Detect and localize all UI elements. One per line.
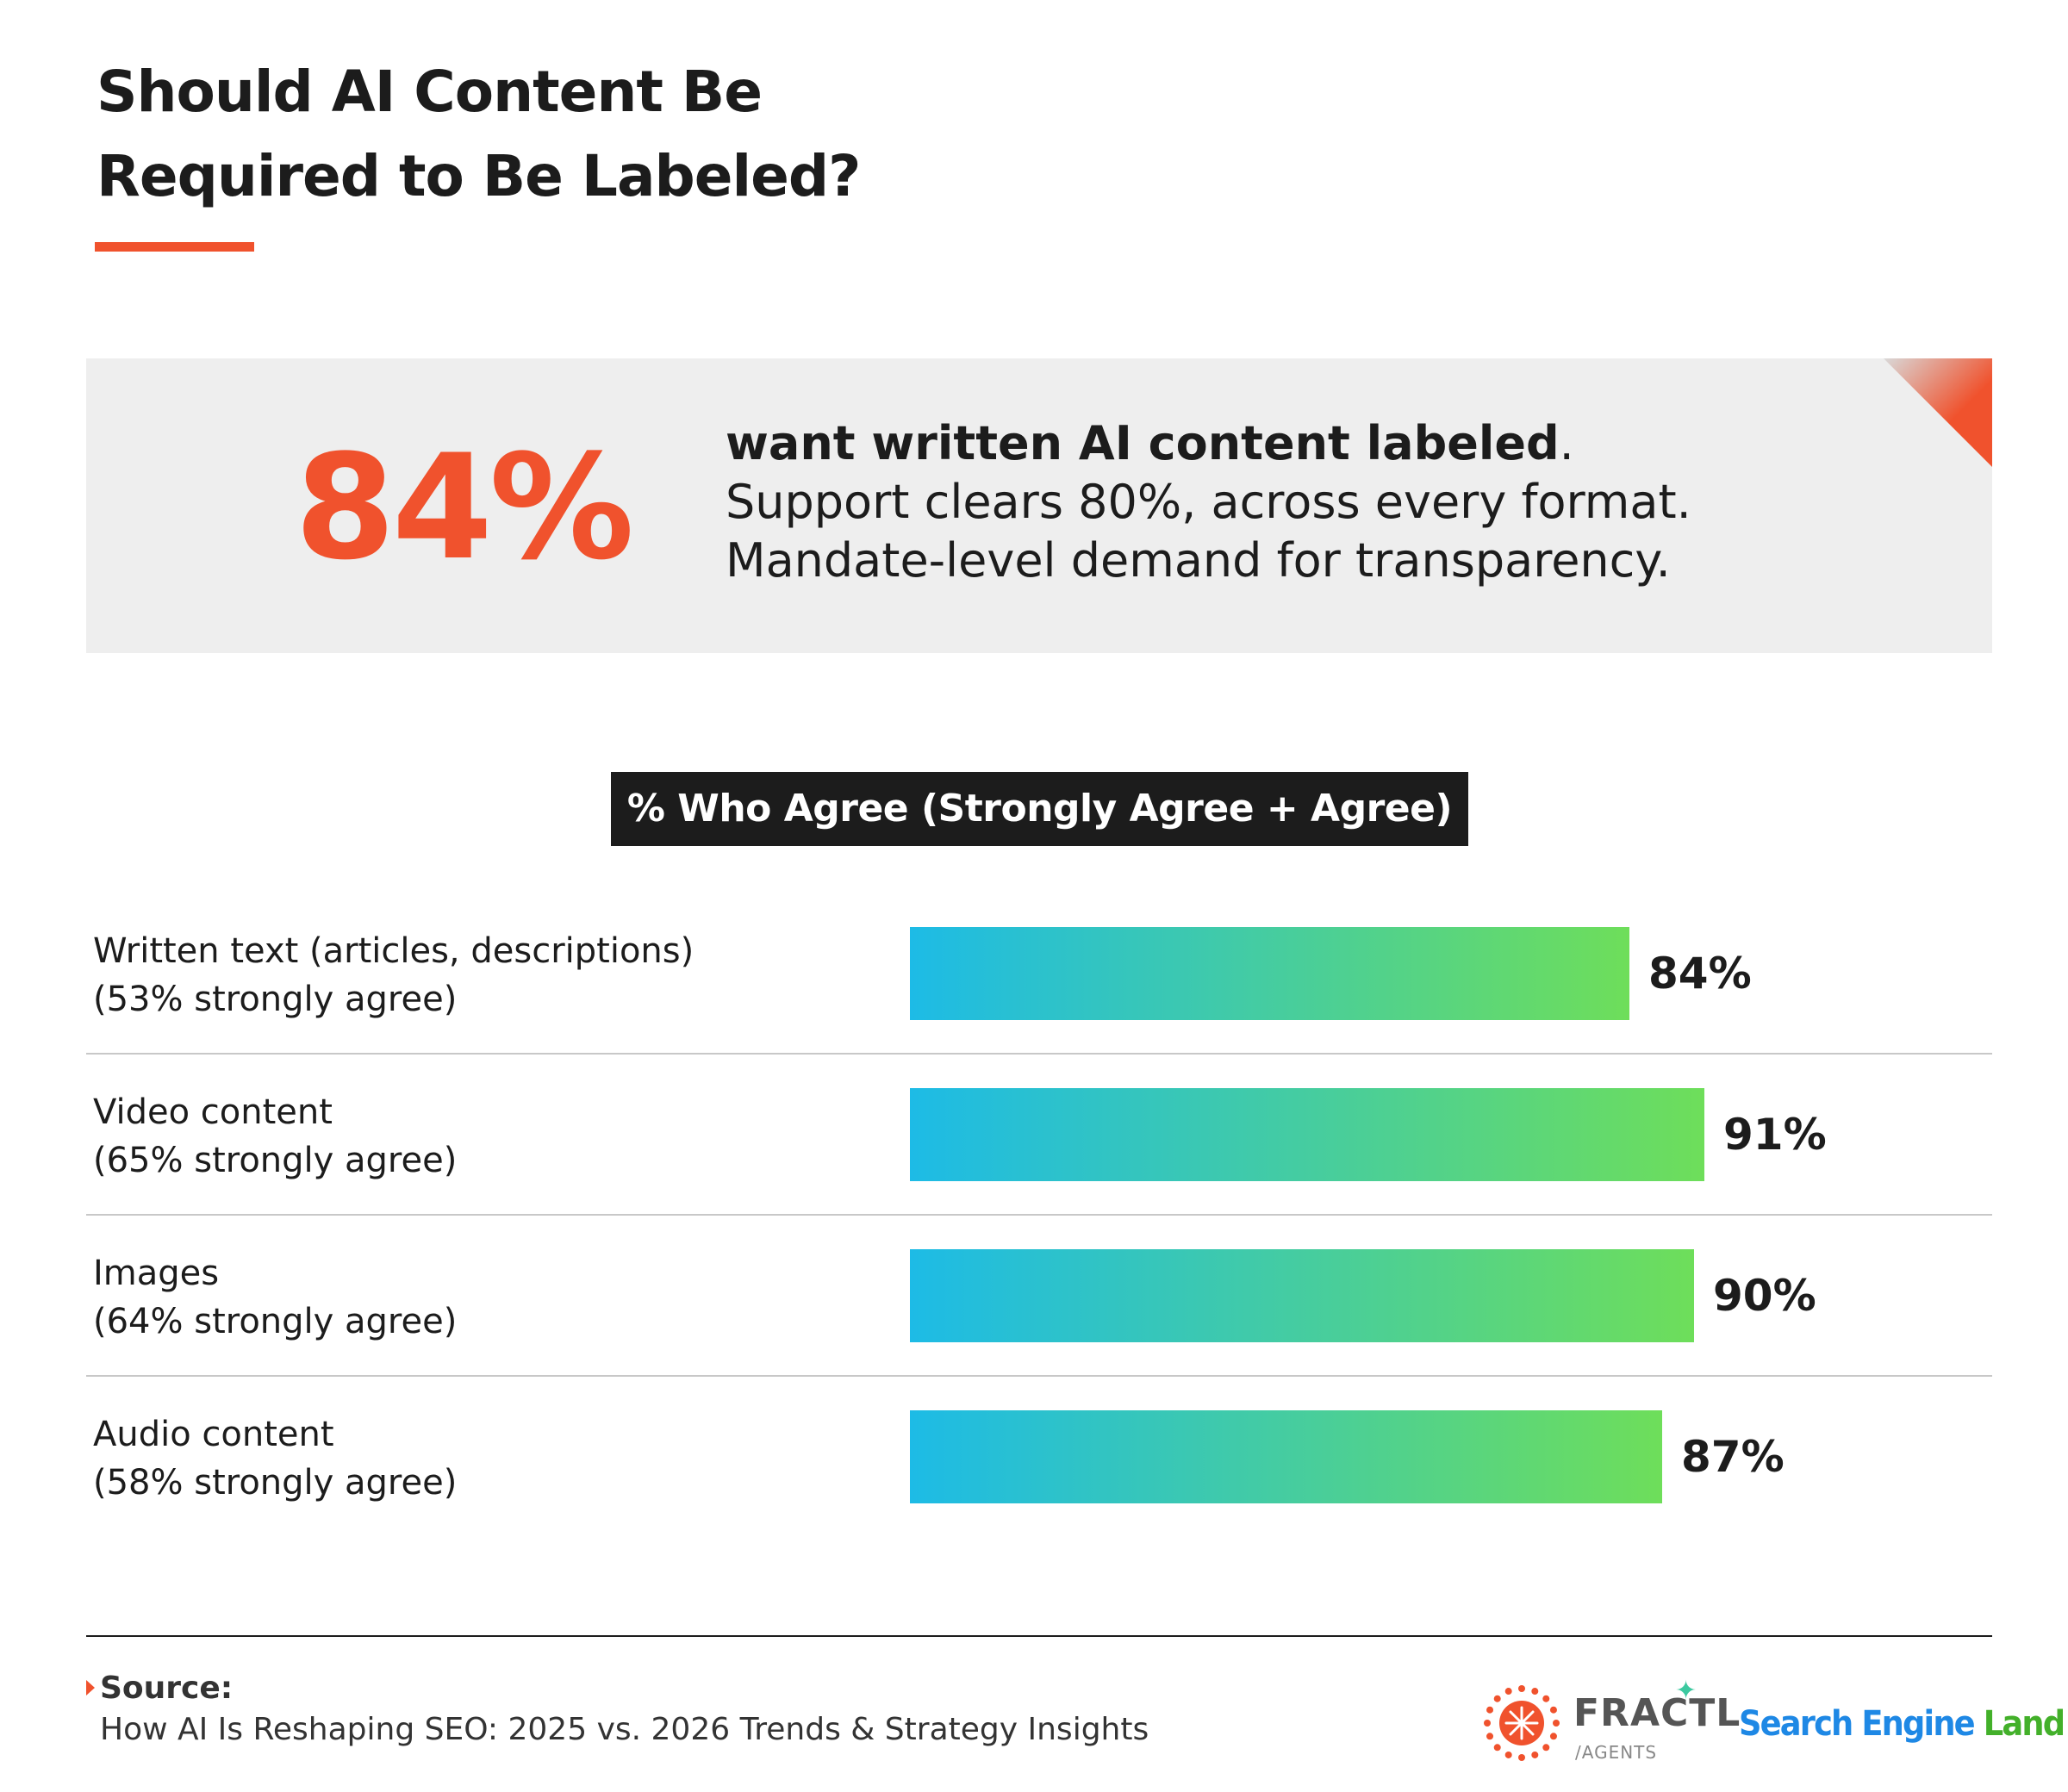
category-label-2: Video content (65% strongly agree): [93, 1088, 869, 1185]
logo-dot: [1518, 1754, 1525, 1761]
key-stat-lead: want written AI content labeled.: [726, 414, 1966, 473]
chart-header: % Who Agree (Strongly Agree + Agree): [611, 772, 1468, 846]
category-name: Video content: [93, 1092, 333, 1132]
category-sublabel: (58% strongly agree): [93, 1463, 458, 1503]
logo-dot: [1531, 1688, 1539, 1696]
logo-dot: [1493, 1744, 1501, 1752]
logo-dot: [1518, 1685, 1525, 1692]
fractl-logo-icon: [1484, 1685, 1560, 1761]
logo-dot: [1542, 1695, 1550, 1702]
category-label-1: Written text (articles, descriptions) (53…: [93, 927, 869, 1024]
title-underline: [95, 242, 254, 252]
key-stat-callout: 84% want written AI content labeled. Sup…: [86, 358, 1992, 653]
bar-chart: [86, 927, 1992, 1503]
key-stat-value: 84%: [295, 423, 634, 592]
logo-dot: [1504, 1751, 1512, 1758]
key-stat-lead-text: want written AI content labeled: [726, 416, 1560, 470]
logo-dot: [1504, 1688, 1512, 1696]
value-label-4: 87%: [1681, 1432, 1785, 1482]
logo-dot: [1486, 1706, 1494, 1714]
key-stat-lead-punct: .: [1559, 416, 1574, 470]
source-text: How AI Is Reshaping SEO: 2025 vs. 2026 T…: [100, 1712, 1149, 1747]
category-label-4: Audio content (58% strongly agree): [93, 1410, 869, 1507]
sel-logo-part-1: Search Engine: [1739, 1704, 1984, 1744]
key-stat-description: want written AI content labeled. Support…: [726, 414, 1966, 590]
category-sublabel: (64% strongly agree): [93, 1302, 458, 1341]
category-label-3: Images (64% strongly agree): [93, 1249, 869, 1346]
logo-dot: [1549, 1706, 1557, 1714]
bar-4: [910, 1410, 1662, 1503]
bar-2: [910, 1088, 1704, 1181]
bar-1: [910, 927, 1629, 1020]
chart-title: Should AI Content Be Required to Be Labe…: [97, 50, 1303, 219]
category-sublabel: (53% strongly agree): [93, 980, 458, 1019]
logo-dot: [1531, 1751, 1539, 1758]
fractl-subtitle: /AGENTS: [1575, 1742, 1658, 1763]
corner-accent-icon: [1884, 358, 1992, 467]
category-name: Written text (articles, descriptions): [93, 931, 695, 971]
sel-logo-part-2: Land: [1983, 1704, 2065, 1744]
source-label: Source:: [100, 1671, 234, 1706]
value-label-1: 84%: [1648, 949, 1752, 999]
key-stat-line-2: Support clears 80%, across every format.: [726, 475, 1691, 529]
search-engine-land-logo: Search Engine Land: [1739, 1702, 2065, 1745]
category-name: Images: [93, 1254, 220, 1293]
bar-3: [910, 1249, 1694, 1342]
logo-dot: [1549, 1733, 1557, 1740]
logo-dot: [1493, 1695, 1501, 1702]
value-label-3: 90%: [1713, 1271, 1816, 1321]
logo-dot: [1486, 1733, 1494, 1740]
footer-divider: [86, 1635, 1992, 1637]
title-line-2: Required to Be Labeled?: [97, 143, 861, 209]
logo-dot: [1542, 1744, 1550, 1752]
value-label-2: 91%: [1723, 1110, 1827, 1160]
category-name: Audio content: [93, 1415, 334, 1454]
sparkle-icon: ✦: [1675, 1676, 1697, 1706]
logo-dot: [1484, 1720, 1491, 1727]
logo-dot: [1553, 1720, 1560, 1727]
key-stat-line-3: Mandate-level demand for transparency.: [726, 533, 1671, 588]
fractl-wordmark: FRACTL: [1573, 1691, 1741, 1735]
source-marker-icon: [86, 1680, 95, 1696]
title-line-1: Should AI Content Be: [97, 59, 763, 125]
category-sublabel: (65% strongly agree): [93, 1141, 458, 1180]
